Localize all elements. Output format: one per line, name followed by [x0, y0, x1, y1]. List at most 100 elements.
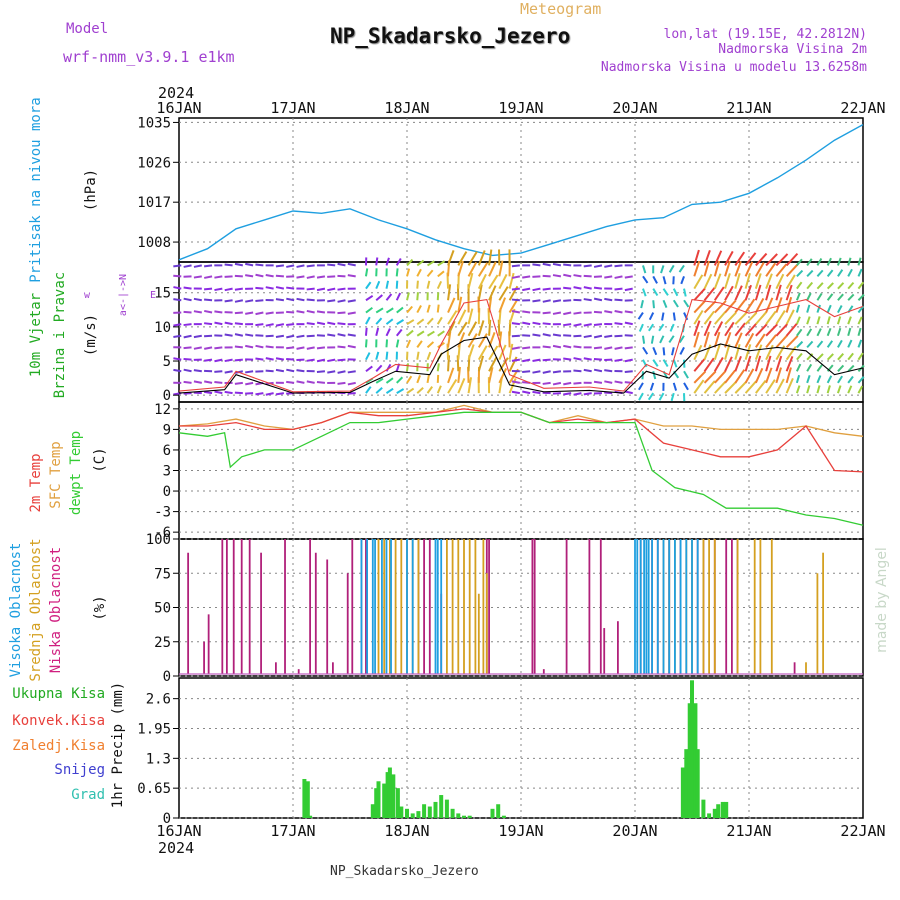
wind-arrow — [488, 345, 499, 361]
wind-arrow — [693, 358, 706, 372]
wind-arrow — [173, 357, 182, 361]
footer-station: NP_Skadarsko_Jezero — [330, 864, 479, 879]
wind-arrow — [593, 358, 603, 361]
temp-tick-label: -3 — [154, 505, 171, 521]
model-value: wrf-nmm_v3.9.1 e1km — [63, 48, 235, 66]
wind-arrow — [396, 306, 404, 314]
wind-arrow — [447, 310, 458, 325]
wind-arrow — [316, 358, 326, 363]
wind-arrow — [234, 322, 243, 326]
wind-arrow — [255, 344, 264, 349]
pressure-unit: (hPa) — [83, 169, 99, 211]
wind-arrow — [234, 287, 243, 291]
wind-arrow — [604, 310, 613, 314]
wind-arrow — [785, 345, 797, 361]
wind-arrow — [203, 358, 213, 362]
wind-arrow — [532, 370, 541, 374]
wind-arrow — [652, 275, 658, 284]
wind-arrow — [447, 297, 456, 313]
wind-arrow — [713, 321, 724, 337]
wind-arrow — [816, 316, 821, 325]
wind-arrow — [532, 299, 541, 303]
precip-bar — [712, 808, 717, 818]
wind-arrow — [755, 333, 766, 348]
wind-arrow — [286, 380, 295, 384]
wind-arrow — [638, 392, 644, 401]
wind-arrow — [836, 316, 842, 325]
wind-arrow — [638, 382, 644, 391]
wind-arrow — [183, 323, 192, 327]
wind-arrow — [406, 329, 414, 337]
wind-arrow — [488, 285, 497, 301]
precip-bar — [695, 749, 700, 818]
wind-arrow — [703, 300, 717, 314]
wind-arrow — [638, 323, 644, 332]
wind-arrow — [671, 347, 675, 356]
wind-arrow — [245, 344, 254, 349]
wind-arrow — [703, 273, 713, 290]
wind-arrow — [306, 275, 315, 279]
wind-arrow — [583, 392, 592, 396]
wind-arrow — [624, 390, 633, 395]
wind-arrow — [522, 287, 531, 292]
wind-arrow — [734, 322, 746, 337]
wind-black-line — [178, 336, 864, 394]
wind-arrow — [173, 264, 182, 268]
wind-arrow — [754, 273, 762, 289]
cloud-high-label: Visoka Oblacnost — [8, 543, 24, 678]
wind-arrow — [234, 358, 243, 362]
wind-arrow — [826, 364, 834, 372]
wind-arrow — [316, 381, 326, 384]
wind-arrow — [275, 357, 285, 361]
wind-arrow — [532, 321, 541, 326]
wind-arrow — [837, 305, 843, 314]
wind-arrow — [583, 323, 592, 327]
wind-arrow — [847, 327, 852, 337]
tick-layer: 1035102610171008151050129630-3-610075502… — [137, 115, 179, 827]
wind-arrow — [624, 358, 633, 363]
precip-bar — [501, 815, 506, 818]
precip-bar — [720, 801, 725, 818]
wind-arrow — [847, 352, 854, 361]
precip-bar — [376, 781, 381, 818]
wind-arrow — [826, 257, 832, 266]
wind-arrow — [265, 369, 274, 373]
wind-arrow — [624, 275, 633, 279]
wind-arrow — [734, 312, 748, 325]
wind-arrow — [816, 282, 824, 290]
wind-arrow — [614, 287, 623, 291]
precip-bar — [382, 783, 387, 818]
temp-tick-label: -6 — [154, 525, 171, 541]
wind-arrow — [365, 295, 374, 302]
wind-arrow — [806, 281, 814, 290]
wind-arrow — [552, 262, 562, 267]
wind-arrow — [734, 261, 742, 277]
wind-arrow — [286, 357, 295, 361]
wind-arrow — [642, 288, 647, 297]
wind-arrow — [660, 265, 665, 274]
wind-arrow — [214, 390, 223, 395]
wind-arrow — [754, 297, 765, 314]
wind-tick-label: 15 — [154, 286, 171, 302]
wind-arrow — [713, 250, 723, 266]
wind-title-line1: 10m Vjetar — [28, 293, 44, 377]
wind-arrow — [765, 284, 772, 301]
wind-arrow — [593, 297, 603, 302]
wind-arrow — [693, 310, 704, 325]
precip-bar — [444, 799, 449, 818]
wind-arrow — [593, 310, 603, 314]
wind-arrow — [614, 358, 623, 362]
wind-arrow — [275, 274, 284, 278]
wind-arrow — [457, 309, 467, 325]
wind-arrow — [683, 288, 687, 297]
wind-arrow — [275, 334, 285, 339]
wind-arrow — [467, 272, 474, 289]
wind-arrow — [734, 343, 741, 360]
wind-arrow — [375, 294, 383, 302]
wind-speed-line — [178, 298, 864, 393]
wind-arrow — [395, 328, 403, 337]
wind-arrow — [837, 293, 844, 301]
model-elevation-text: Nadmorska Visina u modelu 13.6258m — [601, 60, 867, 75]
wind-arrow — [467, 377, 473, 394]
wind-arrow — [724, 380, 737, 394]
